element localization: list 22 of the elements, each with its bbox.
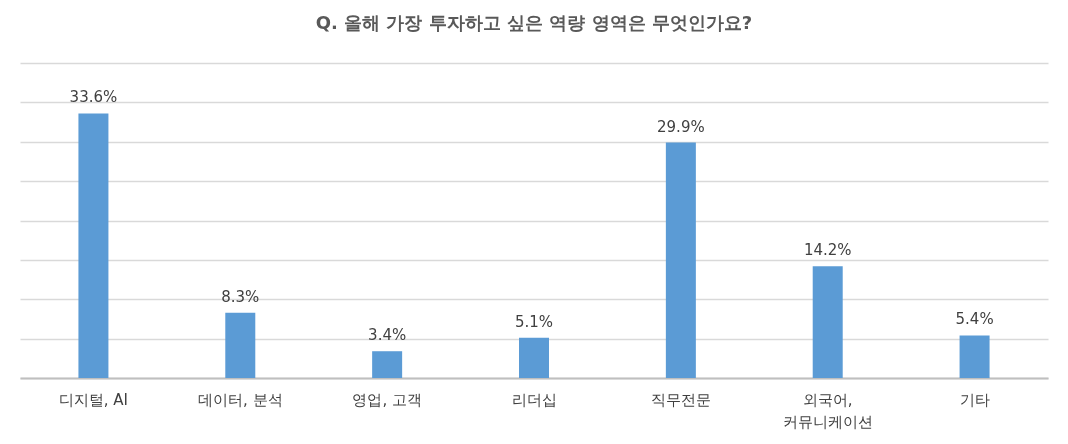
data-label: 5.1%: [514, 312, 554, 331]
bar: [372, 351, 403, 378]
x-tick-label: 기타: [959, 390, 990, 409]
data-label: 14.2%: [803, 241, 852, 260]
bar: [225, 312, 256, 378]
data-label: 8.3%: [221, 287, 260, 306]
bar: [665, 142, 696, 378]
x-tick-label: 직무전문: [650, 390, 711, 409]
x-tick-label: 데이터, 분석: [198, 390, 283, 409]
bar: [959, 335, 990, 378]
data-label: 33.6%: [69, 88, 118, 107]
data-label: 3.4%: [368, 326, 407, 345]
data-label: 29.9%: [657, 117, 705, 136]
x-tick-label: 리더십: [511, 390, 557, 409]
bar: [812, 266, 843, 378]
bar: [78, 113, 109, 378]
bar: [519, 337, 549, 378]
x-tick-label: 영업, 고객: [352, 390, 422, 409]
x-tick-label: 디지털, AI: [58, 390, 129, 409]
x-tick-label: 외국어, 커뮤니케이션: [782, 390, 873, 431]
data-label: 5.4%: [955, 310, 994, 329]
chart-title: Q. 올해 가장 투자하고 싶은 역량 영역은 무엇인가요?: [315, 12, 753, 33]
